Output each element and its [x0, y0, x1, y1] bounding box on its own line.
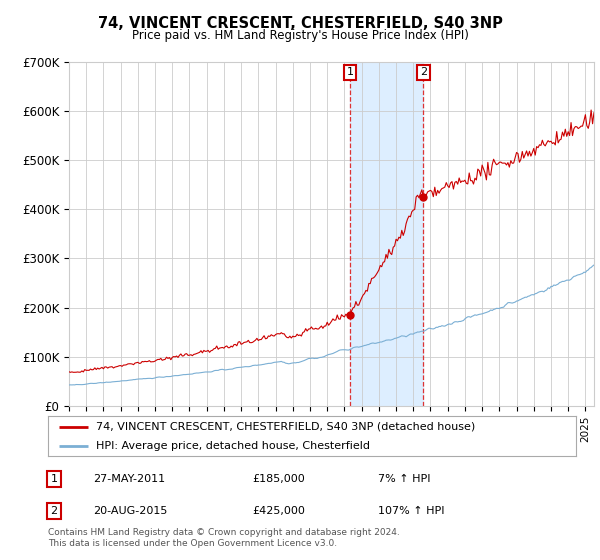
Text: 27-MAY-2011: 27-MAY-2011 [93, 474, 165, 484]
Text: 2: 2 [50, 506, 58, 516]
Text: 1: 1 [50, 474, 58, 484]
Text: 2: 2 [420, 67, 427, 77]
Text: £185,000: £185,000 [252, 474, 305, 484]
Text: Price paid vs. HM Land Registry's House Price Index (HPI): Price paid vs. HM Land Registry's House … [131, 29, 469, 42]
Text: Contains HM Land Registry data © Crown copyright and database right 2024.
This d: Contains HM Land Registry data © Crown c… [48, 528, 400, 548]
Text: £425,000: £425,000 [252, 506, 305, 516]
Text: 1: 1 [347, 67, 353, 77]
Bar [350, 62, 424, 406]
Text: 107% ↑ HPI: 107% ↑ HPI [378, 506, 445, 516]
Text: 74, VINCENT CRESCENT, CHESTERFIELD, S40 3NP: 74, VINCENT CRESCENT, CHESTERFIELD, S40 … [98, 16, 502, 31]
Text: HPI: Average price, detached house, Chesterfield: HPI: Average price, detached house, Ches… [95, 441, 370, 450]
Text: 7% ↑ HPI: 7% ↑ HPI [378, 474, 431, 484]
Text: 74, VINCENT CRESCENT, CHESTERFIELD, S40 3NP (detached house): 74, VINCENT CRESCENT, CHESTERFIELD, S40 … [95, 422, 475, 432]
Text: 20-AUG-2015: 20-AUG-2015 [93, 506, 167, 516]
